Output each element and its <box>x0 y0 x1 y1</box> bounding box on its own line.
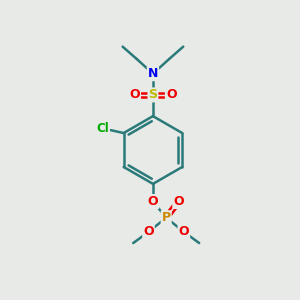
Text: O: O <box>129 88 140 101</box>
Text: Cl: Cl <box>96 122 109 135</box>
Text: O: O <box>166 88 176 101</box>
Text: P: P <box>162 211 171 224</box>
Text: O: O <box>178 225 189 239</box>
Text: N: N <box>148 67 158 80</box>
Text: O: O <box>148 195 158 208</box>
Text: S: S <box>148 88 158 101</box>
Text: O: O <box>173 195 184 208</box>
Text: O: O <box>143 225 154 239</box>
